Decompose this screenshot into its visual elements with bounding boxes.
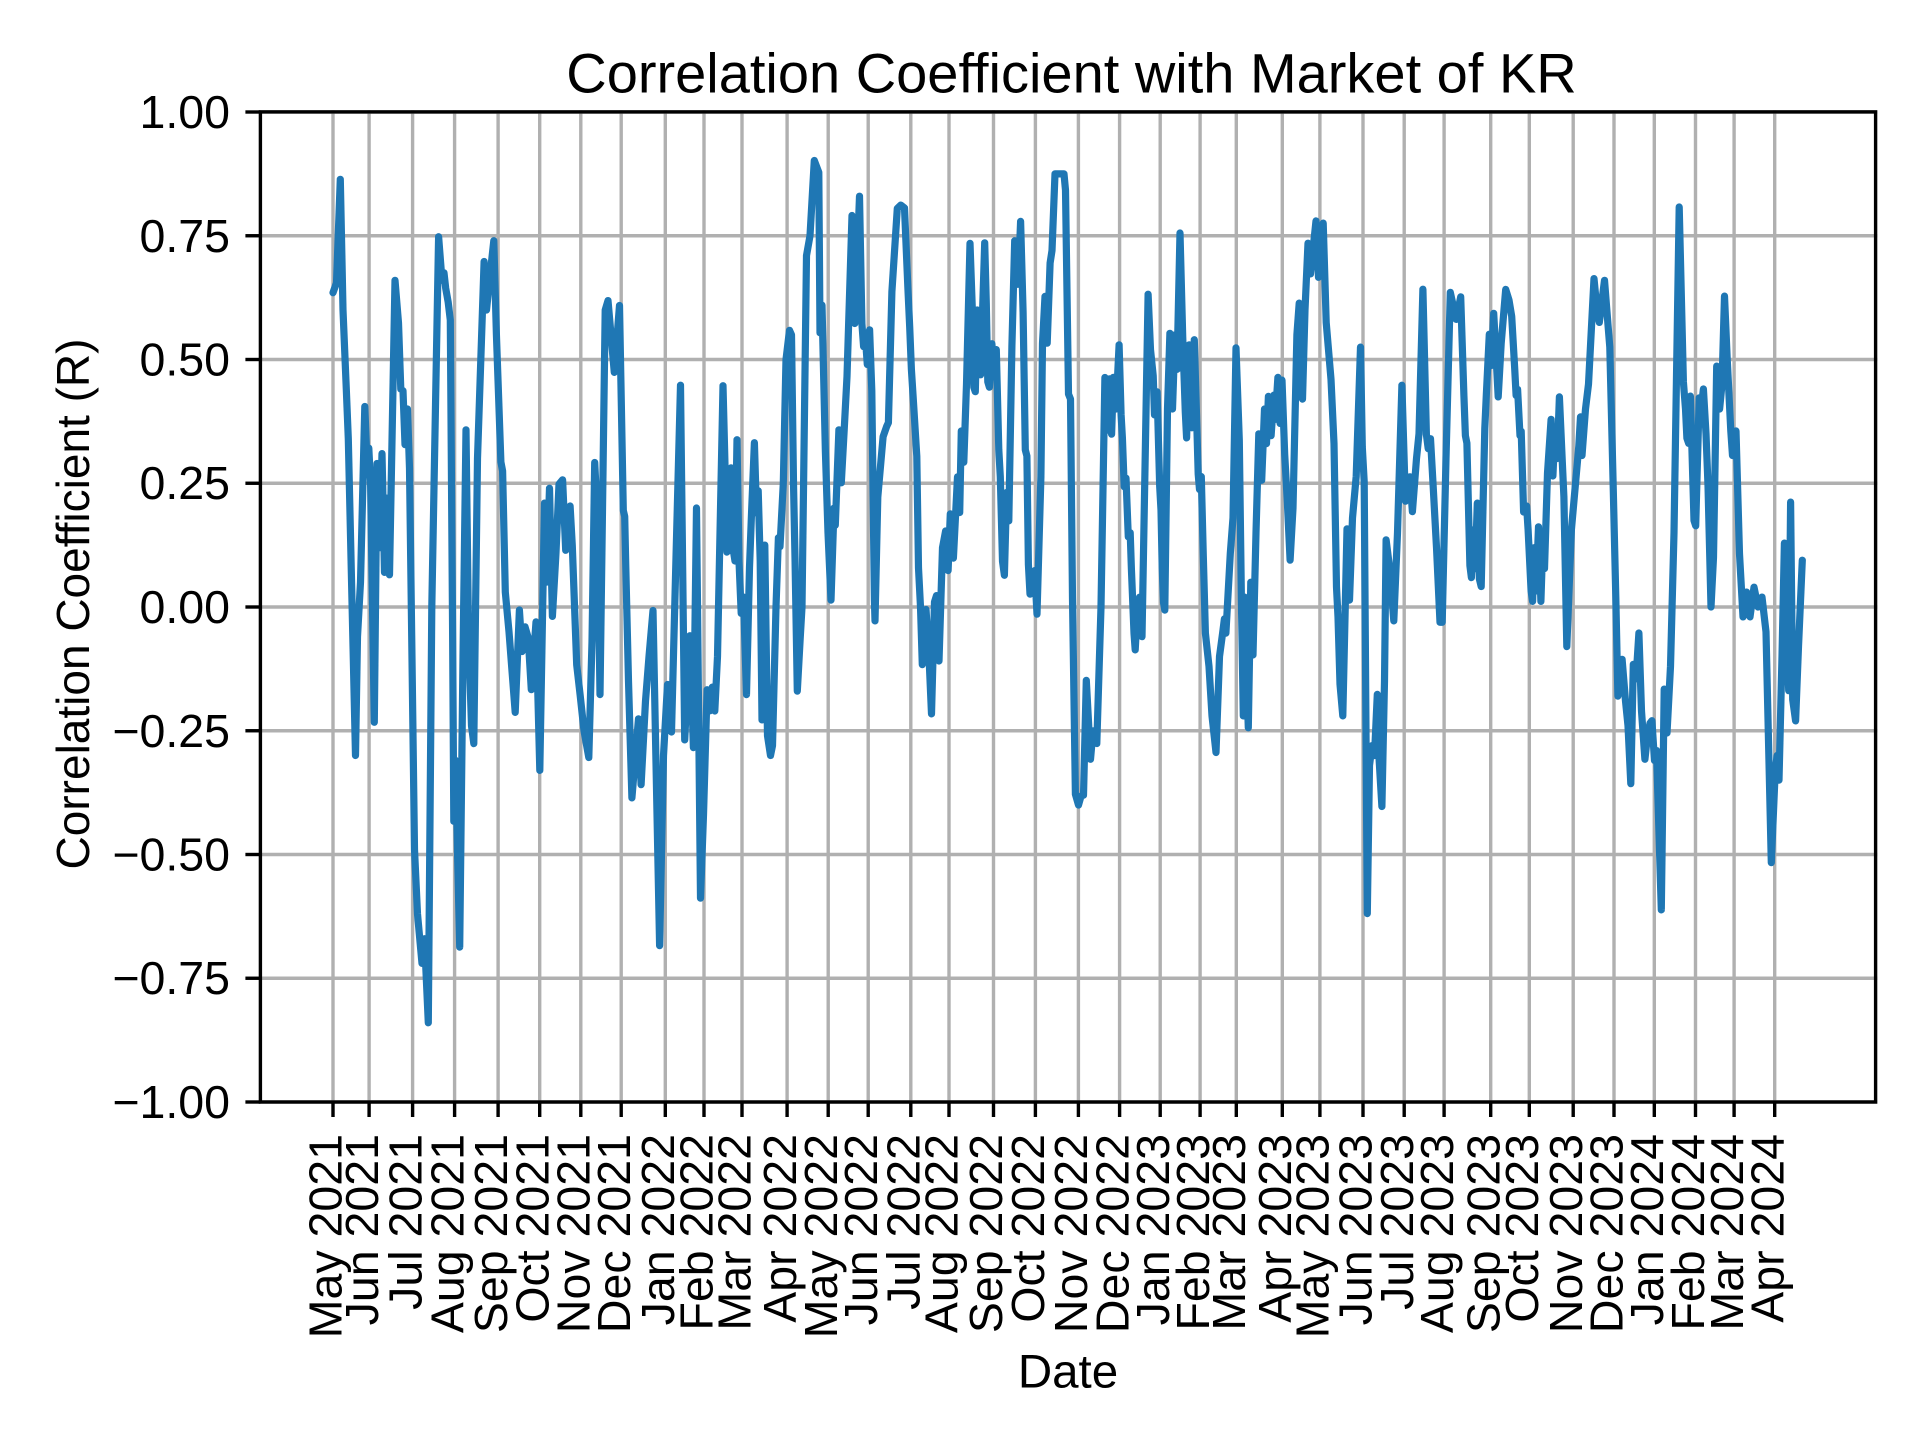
svg-text:Aug 2023: Aug 2023 [1411,1134,1463,1333]
svg-text:Nov 2022: Nov 2022 [1045,1134,1097,1333]
svg-text:−0.75: −0.75 [112,952,230,1004]
svg-text:May 2023: May 2023 [1287,1134,1339,1338]
svg-text:−1.00: −1.00 [112,1076,230,1128]
svg-text:Date: Date [1018,1346,1118,1399]
svg-text:−0.50: −0.50 [112,829,230,881]
svg-text:Correlation Coefficient (R): Correlation Coefficient (R) [47,339,99,870]
svg-text:Jun 2021: Jun 2021 [336,1134,388,1325]
svg-text:Feb 2022: Feb 2022 [671,1134,723,1331]
svg-text:Nov 2021: Nov 2021 [548,1134,600,1333]
svg-text:Feb 2023: Feb 2023 [1167,1134,1219,1331]
svg-text:Jan 2024: Jan 2024 [1621,1134,1673,1325]
svg-text:Apr 2024: Apr 2024 [1741,1134,1793,1323]
svg-text:Jun 2023: Jun 2023 [1330,1134,1382,1325]
svg-text:0.75: 0.75 [139,210,230,262]
svg-text:Mar 2022: Mar 2022 [709,1134,761,1330]
svg-text:Sep 2022: Sep 2022 [960,1134,1012,1333]
svg-text:Mar 2023: Mar 2023 [1203,1134,1255,1330]
svg-text:Apr 2022: Apr 2022 [754,1134,806,1323]
svg-text:Mar 2024: Mar 2024 [1701,1134,1753,1330]
svg-text:Sep 2023: Sep 2023 [1457,1134,1509,1333]
svg-text:May 2021: May 2021 [300,1134,352,1338]
svg-text:Nov 2023: Nov 2023 [1540,1134,1592,1333]
svg-text:Apr 2023: Apr 2023 [1249,1134,1301,1323]
svg-text:Jul 2021: Jul 2021 [379,1134,431,1310]
svg-text:Oct 2022: Oct 2022 [1002,1134,1054,1323]
svg-text:Dec 2023: Dec 2023 [1581,1134,1633,1333]
svg-text:Jan 2023: Jan 2023 [1127,1134,1179,1325]
svg-text:Feb 2024: Feb 2024 [1662,1134,1714,1331]
svg-text:0.50: 0.50 [139,334,230,386]
svg-text:Aug 2022: Aug 2022 [916,1134,968,1333]
svg-text:Correlation Coefficient with M: Correlation Coefficient with Market of K… [566,42,1577,105]
svg-text:Sep 2021: Sep 2021 [465,1134,517,1333]
svg-text:Jan 2022: Jan 2022 [632,1134,684,1325]
svg-text:0.25: 0.25 [139,457,230,509]
svg-text:Oct 2023: Oct 2023 [1496,1134,1548,1323]
svg-text:Dec 2022: Dec 2022 [1086,1134,1138,1333]
svg-text:Jun 2022: Jun 2022 [835,1134,887,1325]
svg-text:May 2022: May 2022 [795,1134,847,1338]
svg-text:Aug 2021: Aug 2021 [421,1134,473,1333]
svg-text:−0.25: −0.25 [112,705,230,757]
svg-text:Oct 2021: Oct 2021 [506,1134,558,1323]
svg-text:1.00: 1.00 [139,86,230,138]
svg-text:Jul 2023: Jul 2023 [1371,1134,1423,1310]
svg-text:Jul 2022: Jul 2022 [878,1134,930,1310]
svg-text:Dec 2021: Dec 2021 [588,1134,640,1333]
svg-text:0.00: 0.00 [139,581,230,633]
